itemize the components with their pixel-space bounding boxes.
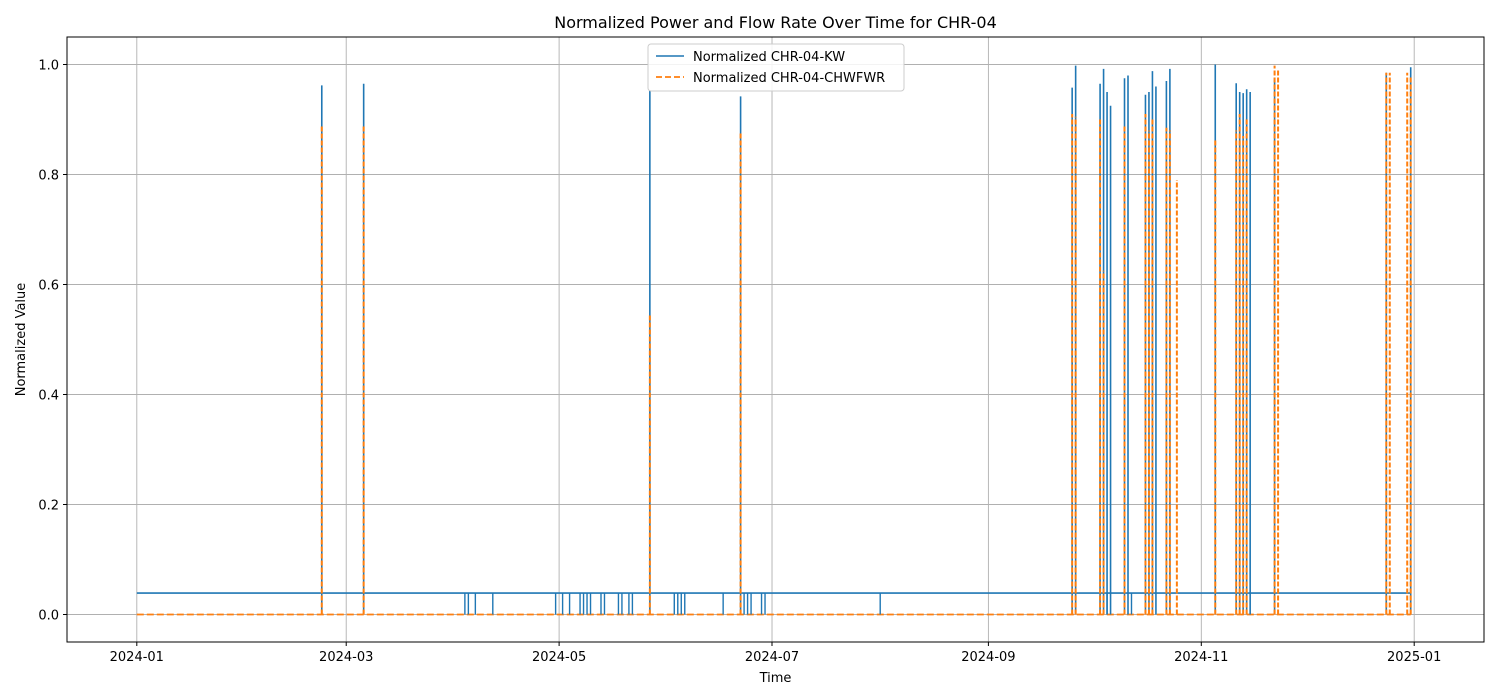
y-tick-label: 1.0 xyxy=(38,59,59,74)
x-tick-label: 2024-05 xyxy=(532,650,586,665)
x-tick-label: 2024-09 xyxy=(961,650,1015,665)
x-tick-label: 2024-07 xyxy=(745,650,799,665)
legend-label-chwfwr: Normalized CHR-04-CHWFWR xyxy=(693,71,885,86)
legend: Normalized CHR-04-KW Normalized CHR-04-C… xyxy=(647,43,905,92)
y-tick-label: 0.6 xyxy=(38,279,59,294)
x-tick-label: 2024-11 xyxy=(1174,650,1228,665)
y-tick-label: 0.8 xyxy=(38,169,59,184)
legend-label-kw: Normalized CHR-04-KW xyxy=(693,50,845,65)
x-axis-label: Time xyxy=(759,671,792,686)
x-tick-label: 2024-01 xyxy=(110,650,164,665)
x-tick-label: 2025-01 xyxy=(1387,650,1441,665)
plot-series xyxy=(136,64,1412,616)
y-tick-label: 0.2 xyxy=(38,499,59,514)
plot-frame xyxy=(66,36,1485,643)
axis-ticks: 2024-01 2024-03 2024-05 2024-07 2024-09 2024-… xyxy=(38,59,1441,666)
x-tick-label: 2024-03 xyxy=(319,650,373,665)
legend-box xyxy=(647,43,905,92)
chart-title: Normalized Power and Flow Rate Over Time… xyxy=(554,13,997,32)
y-tick-label: 0.0 xyxy=(38,609,59,624)
y-axis-label: Normalized Value xyxy=(14,283,29,397)
y-tick-label: 0.4 xyxy=(38,389,59,404)
